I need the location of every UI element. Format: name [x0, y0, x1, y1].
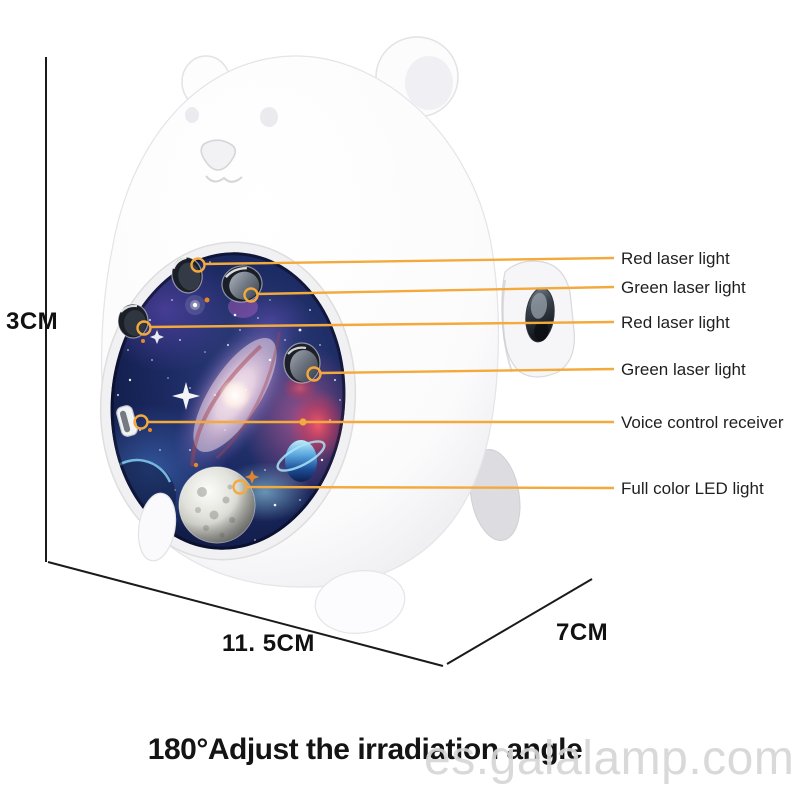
bear-foot-back-right: [469, 449, 521, 541]
callout-lines: [133, 256, 615, 495]
bear-mouth: [205, 175, 243, 183]
callout-label-green-laser-1: Green laser light: [621, 278, 746, 297]
callout-label-led-light: Full color LED light: [621, 479, 764, 498]
laser-lens-4: [283, 342, 321, 384]
star-dot: [141, 339, 145, 343]
callout-line-3: [149, 320, 615, 329]
callout-ring-5: [133, 414, 149, 430]
callout-line-2: [256, 285, 615, 296]
laser-lens-3: [117, 303, 149, 339]
side-lens-knob: [525, 287, 555, 343]
bear-nose: [200, 139, 237, 171]
bear-eye-left: [185, 107, 199, 123]
callout-label-voice-receiver: Voice control receiver: [621, 413, 784, 432]
star-dot: [193, 462, 199, 468]
star-dot: [148, 428, 152, 432]
bear-eye-right: [260, 107, 278, 127]
callout-ring-1: [190, 257, 206, 273]
callout-ring-3: [136, 320, 152, 336]
watermark-text: es.galalamp.com: [424, 732, 795, 785]
caption-text: 180°Adjust the irradiation angle: [147, 733, 583, 766]
laser-lens-2: [221, 265, 263, 303]
sparkle-star-orange: [245, 470, 259, 484]
spiral-galaxy: [173, 314, 297, 476]
callout-line-1: [203, 256, 615, 266]
callout-line-4: [319, 367, 615, 375]
callout-line-6: [245, 485, 615, 490]
star-dot: [204, 297, 210, 303]
bear-foot-front-left: [137, 492, 177, 562]
dimension-depth-label: 7CM: [556, 619, 609, 646]
led-moon: [178, 466, 256, 544]
sparkle-star: [172, 382, 200, 410]
bear-face: [185, 107, 278, 183]
callout-label-green-laser-2: Green laser light: [621, 360, 746, 379]
callout-label-red-laser-2: Red laser light: [621, 313, 730, 332]
sparkle-star: [150, 330, 164, 344]
bear-foot-front-center: [314, 570, 406, 634]
dimension-line-depth: [446, 578, 593, 665]
side-bracket: [501, 260, 576, 378]
planet-blue: [276, 440, 326, 482]
callout-dot: [299, 418, 307, 426]
dimension-lines: [45, 57, 593, 667]
dimension-width-label: 11. 5CM: [222, 630, 315, 657]
callout-ring-4: [306, 366, 322, 382]
callout-ring-6: [232, 479, 248, 495]
callout-ring-2: [243, 287, 259, 303]
dimension-height-label: 3CM: [6, 308, 59, 335]
callout-label-red-laser-1: Red laser light: [621, 249, 730, 268]
dimension-line-width: [47, 561, 444, 667]
